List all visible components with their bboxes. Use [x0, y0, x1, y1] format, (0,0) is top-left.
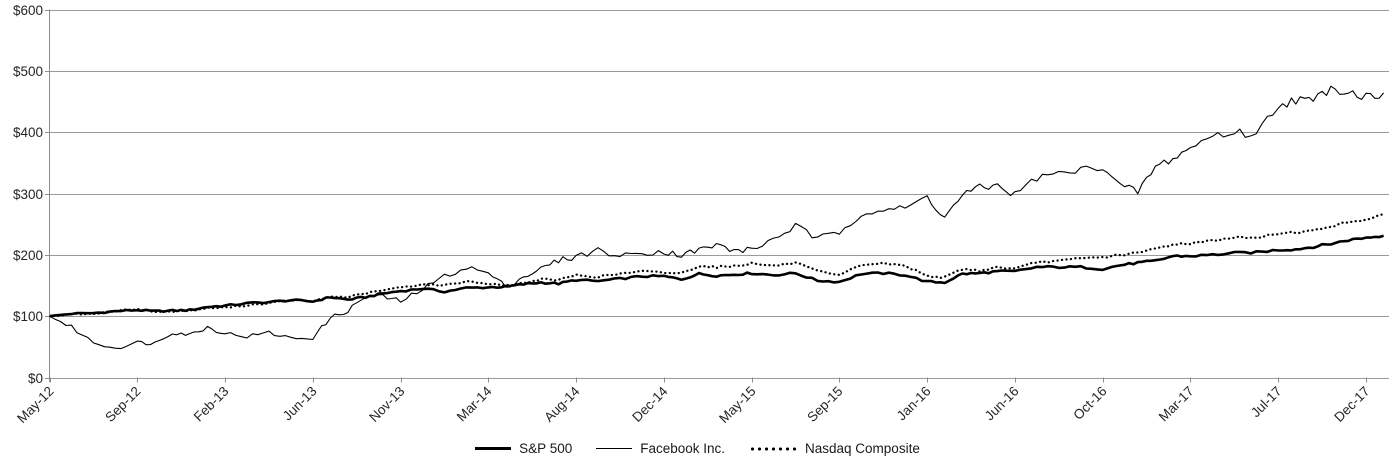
legend-item-nasdaq: Nasdaq Composite: [749, 441, 920, 456]
y-tick-label: $600: [13, 3, 43, 18]
series-line-facebook-inc: [49, 85, 1385, 350]
x-tick-label: May-12: [14, 384, 56, 426]
x-tick-label: Jan-16: [894, 384, 934, 424]
x-tick-label: Sep-12: [102, 384, 143, 425]
sp500-line-sample-icon: [475, 446, 512, 451]
legend-label-nasdaq: Nasdaq Composite: [805, 441, 920, 456]
performance-line-chart: $0 $100 $200 $300 $400 $500 $600 May-12 Sep-12 Fe…: [13, 3, 1389, 426]
x-tick-label: Dec-17: [1331, 384, 1372, 425]
legend-label-sp500: S&P 500: [519, 441, 573, 456]
x-tick-label: Jul-17: [1248, 384, 1285, 421]
y-tick-label: $200: [13, 248, 43, 263]
x-tick-label: Feb-13: [191, 384, 232, 425]
y-tick-label: $300: [13, 187, 43, 202]
x-tick-label: Dec-14: [629, 383, 671, 425]
legend-label-facebook: Facebook Inc.: [640, 441, 726, 456]
x-tick-label: Mar-14: [454, 383, 495, 424]
series-line-s-p-500: [49, 234, 1384, 318]
x-tick-label: Jun-13: [280, 384, 320, 424]
facebook-line-sample-icon: [596, 447, 633, 450]
y-tick-label: $100: [13, 309, 43, 324]
legend-item-sp500: S&P 500: [475, 441, 572, 456]
x-tick-label: Mar-17: [1156, 384, 1197, 425]
legend-item-facebook: Facebook Inc.: [596, 441, 725, 456]
x-tick-label: Nov-13: [366, 384, 407, 425]
x-tick-label: Oct-16: [1070, 384, 1109, 423]
x-tick-label: Jun-16: [982, 384, 1022, 424]
nasdaq-line-sample-icon: [749, 446, 798, 451]
y-tick-label: $400: [13, 125, 43, 140]
y-tick-label: $500: [13, 64, 43, 79]
series-line-nasdaq-composite: [49, 213, 1385, 318]
chart-legend: S&P 500 Facebook Inc. Nasdaq Composite: [0, 441, 1395, 456]
x-tick-label: Sep-15: [804, 384, 845, 425]
x-tick-label: Aug-14: [541, 383, 583, 425]
y-tick-label: $0: [28, 371, 43, 386]
x-tick-label: May-15: [716, 384, 758, 426]
